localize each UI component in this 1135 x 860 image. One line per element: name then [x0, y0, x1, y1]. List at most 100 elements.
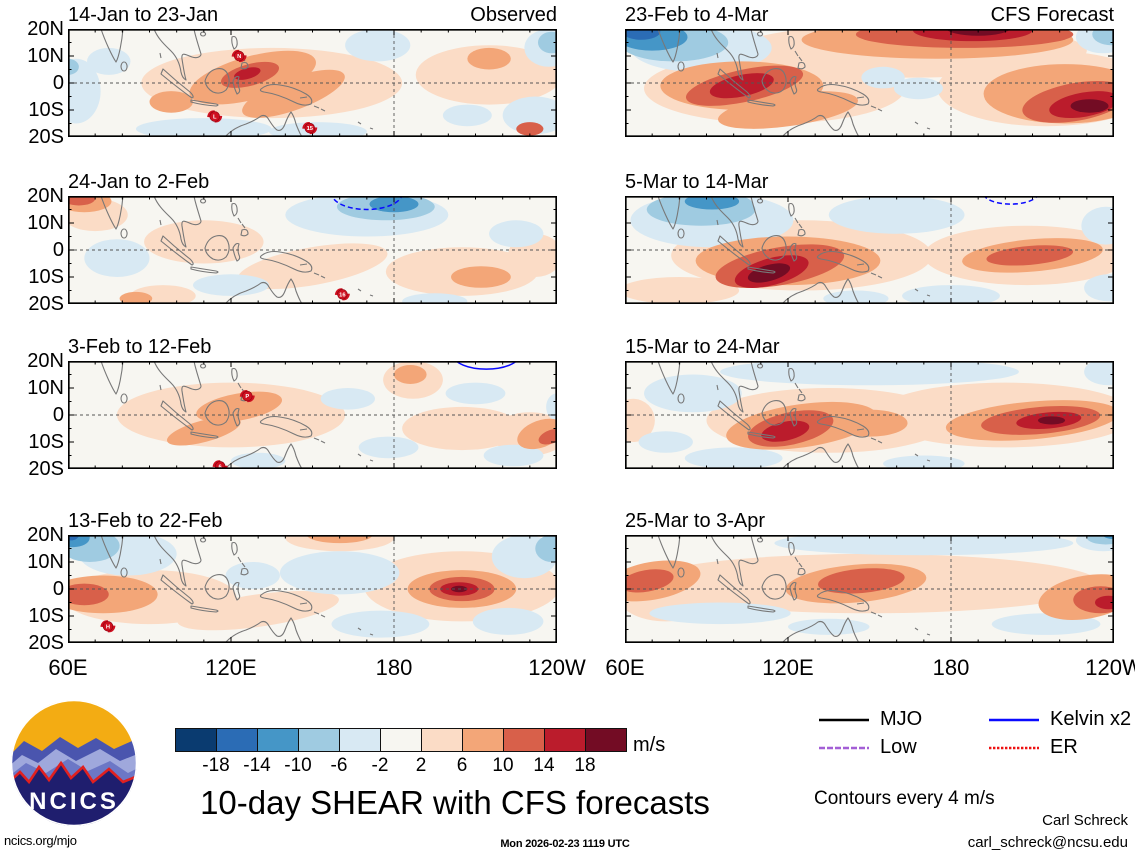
legend-line-sample: [819, 718, 869, 721]
colorbar-tick-label: 2: [415, 755, 427, 776]
legend-line-sample: [819, 746, 869, 749]
panel-title: 5-Mar to 14-Mar: [625, 169, 1114, 195]
map-panel: 16: [68, 196, 557, 304]
y-axis-tick-label: 0: [52, 404, 64, 426]
y-axis-tick-label: 20N: [27, 185, 64, 207]
legend-line-sample: [989, 746, 1039, 749]
y-axis-tick-label: 10N: [27, 377, 64, 399]
panel-date-range: 23-Feb to 4-Mar: [625, 4, 769, 26]
legend-line-sample: [989, 718, 1039, 721]
svg-text:6: 6: [219, 464, 222, 469]
colorbar-unit: m/s: [633, 734, 666, 756]
tropical-cyclone-icon: 15: [302, 122, 318, 135]
x-axis-tick-label: 120E: [762, 655, 814, 680]
colorbar-segment: [298, 728, 340, 752]
legend-item: Kelvin x2: [988, 708, 1131, 731]
colorbar-tick-label: -10: [284, 755, 312, 776]
panel-date-range: 25-Mar to 3-Apr: [625, 510, 766, 532]
x-axis-tick-label: 120W: [1085, 655, 1135, 680]
y-axis-tick-label: 10S: [28, 99, 64, 121]
x-axis-tick-label: 180: [375, 655, 413, 680]
ncics-logo-image: NCICS: [10, 699, 138, 827]
panel-corner-label: Observed: [470, 4, 557, 26]
panel-title: 24-Jan to 2-Feb: [68, 169, 557, 195]
legend-item-label: Low: [880, 736, 917, 758]
credit-email: carl_schreck@ncsu.edu: [967, 834, 1128, 851]
svg-text:H: H: [106, 624, 110, 630]
tropical-cyclone-icon: P: [239, 390, 255, 403]
figure-title: 10-day SHEAR with CFS forecasts: [200, 784, 710, 821]
svg-text:N: N: [237, 54, 241, 60]
y-axis-tick-label: 0: [52, 239, 64, 261]
colorbar-segment: [585, 728, 627, 752]
colorbar-segment: [462, 728, 504, 752]
colorbar-segment: [544, 728, 586, 752]
colorbar-segment: [380, 728, 422, 752]
generation-timestamp: Mon 2026-02-23 1119 UTC: [500, 838, 630, 850]
x-axis-tick-label: 120E: [205, 655, 257, 680]
y-axis-tick-label: 10N: [27, 45, 64, 67]
y-axis-tick-label: 20N: [27, 350, 64, 372]
colorbar-tick-label: -6: [330, 755, 348, 776]
colorbar-tick-label: 18: [574, 755, 596, 776]
map-panel: [625, 196, 1114, 304]
y-axis-tick-label: 10N: [27, 551, 64, 573]
panel-date-range: 24-Jan to 2-Feb: [68, 171, 210, 193]
y-axis-tick-label: 20S: [28, 458, 64, 480]
colorbar-tick-label: 10: [492, 755, 514, 776]
tropical-cyclone-icon: L: [207, 110, 223, 123]
panel-date-range: 13-Feb to 22-Feb: [68, 510, 223, 532]
x-axis-tick-label: 120W: [528, 655, 586, 680]
colorbar-tick-label: 6: [456, 755, 468, 776]
colorbar-tick-label: 14: [533, 755, 555, 776]
map-panel: H: [68, 535, 557, 643]
colorbar-tick-label: -2: [371, 755, 389, 776]
colorbar-tick-label: -14: [243, 755, 271, 776]
y-axis-tick-label: 0: [52, 578, 64, 600]
panel-title: 15-Mar to 24-Mar: [625, 334, 1114, 360]
site-url: ncics.org/mjo: [4, 833, 77, 848]
panel-title: 14-Jan to 23-Jan Observed: [68, 2, 557, 28]
colorbar-segment: [421, 728, 463, 752]
y-axis-tick-label: 20N: [27, 18, 64, 40]
y-axis-tick-label: 0: [52, 72, 64, 94]
y-axis-tick-label: 10S: [28, 266, 64, 288]
tropical-cyclone-icon: N: [231, 49, 247, 63]
svg-text:P: P: [245, 394, 249, 400]
tropical-cyclone-icon: H: [100, 620, 116, 633]
y-axis-tick-label: 20S: [28, 293, 64, 315]
colorbar-segment: [216, 728, 258, 752]
tropical-cyclone-icon: 6: [212, 460, 228, 469]
legend-item-label: Kelvin x2: [1050, 708, 1132, 730]
panel-date-range: 14-Jan to 23-Jan: [68, 4, 219, 26]
map-panel: [625, 29, 1114, 137]
logo-text: NCICS: [29, 788, 119, 815]
panel-date-range: 3-Feb to 12-Feb: [68, 336, 212, 358]
colorbar: -18 -14 -10 -6 -2 2 6 10 14 18: [175, 728, 695, 778]
panel-date-range: 15-Mar to 24-Mar: [625, 336, 780, 358]
legend-item-label: MJO: [880, 708, 923, 730]
tropical-cyclone-icon: 16: [334, 288, 350, 301]
y-axis-tick-label: 10S: [28, 431, 64, 453]
map-panel: [625, 361, 1114, 469]
x-axis-tick-label: 60E: [605, 655, 645, 680]
legend-item: MJO: [818, 708, 922, 731]
colorbar-segment: [175, 728, 217, 752]
legend-item: ER: [988, 736, 1078, 759]
panel-title: 23-Feb to 4-Mar CFS Forecast: [625, 2, 1114, 28]
x-axis-tick-label: 180: [932, 655, 970, 680]
credit-name: Carl Schreck: [1042, 812, 1128, 829]
contour-interval-note: Contours every 4 m/s: [814, 788, 995, 809]
svg-text:15: 15: [307, 126, 314, 132]
panel-title: 13-Feb to 22-Feb: [68, 508, 557, 534]
colorbar-segment: [257, 728, 299, 752]
map-panel: N L 15: [68, 29, 557, 137]
panel-title: 25-Mar to 3-Apr: [625, 508, 1114, 534]
y-axis-tick-label: 20S: [28, 126, 64, 148]
y-axis-tick-label: 10S: [28, 605, 64, 627]
legend-item-label: ER: [1050, 736, 1078, 758]
svg-text:16: 16: [339, 292, 345, 298]
legend-item: Low: [818, 736, 917, 759]
x-axis-tick-label: 60E: [48, 655, 88, 680]
